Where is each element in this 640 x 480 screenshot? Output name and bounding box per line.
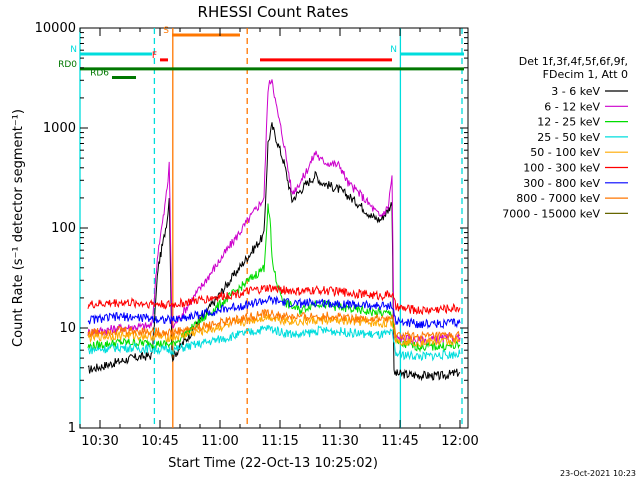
y-tick-label: 10	[59, 321, 76, 336]
y-tick-label: 10000	[35, 21, 76, 36]
x-tick-label: 10:45	[141, 434, 178, 449]
state-bar-label: RD6	[90, 68, 109, 78]
y-tick-label: 1000	[43, 121, 76, 136]
legend-header: FDecim 1, Att 0	[543, 68, 628, 81]
series-line	[87, 203, 461, 353]
series-line	[87, 324, 461, 362]
legend: Det 1f,3f,4f,5f,6f,9f,FDecim 1, Att 0 3 -…	[502, 55, 628, 220]
legend-label: 50 - 100 keV	[530, 146, 600, 159]
chart-title: RHESSI Count Rates	[198, 3, 349, 21]
x-tick-label: 10:30	[81, 434, 118, 449]
count-rate-series	[87, 79, 461, 382]
state-bars: N N S F RD0 RD6	[58, 26, 464, 79]
y-axis: 1 10 100 1000 10000	[35, 21, 468, 436]
plot-frame	[79, 27, 469, 429]
x-axis: 10:30 10:45 11:00 11:15 11:30 11:45 12:00	[79, 28, 479, 449]
state-bar-label: F	[152, 51, 157, 61]
state-bar-label: N	[390, 45, 397, 55]
x-axis-label: Start Time (22-Oct-13 10:25:02)	[168, 456, 378, 471]
y-tick-label: 100	[51, 221, 76, 236]
y-axis-label: Count Rate (s⁻¹ detector segment⁻¹)	[11, 109, 26, 347]
x-tick-label: 11:00	[201, 434, 238, 449]
legend-label: 7000 - 15000 keV	[502, 207, 600, 220]
series-line	[87, 295, 461, 330]
series-line	[87, 122, 461, 382]
x-tick-label: 11:30	[321, 434, 358, 449]
y-tick-label: 1	[68, 421, 76, 436]
legend-label: 300 - 800 keV	[523, 177, 600, 190]
legend-label: 3 - 6 keV	[551, 85, 600, 98]
legend-label: 100 - 300 keV	[523, 162, 600, 175]
series-line	[87, 79, 461, 345]
legend-label: 6 - 12 keV	[544, 100, 600, 113]
footer-date: 23-Oct-2021 10:23	[560, 469, 636, 478]
series-line	[87, 284, 461, 316]
state-bar-label: S	[163, 26, 169, 36]
state-bar-label: RD0	[58, 60, 77, 70]
x-tick-label: 11:45	[381, 434, 418, 449]
state-bar-label: N	[70, 45, 77, 55]
legend-header: Det 1f,3f,4f,5f,6f,9f,	[519, 55, 628, 68]
legend-label: 25 - 50 keV	[537, 131, 600, 144]
x-tick-label: 12:00	[441, 434, 478, 449]
legend-label: 800 - 7000 keV	[516, 192, 600, 205]
x-tick-label: 11:15	[261, 434, 298, 449]
legend-label: 12 - 25 keV	[537, 116, 600, 129]
series-line	[87, 308, 461, 342]
